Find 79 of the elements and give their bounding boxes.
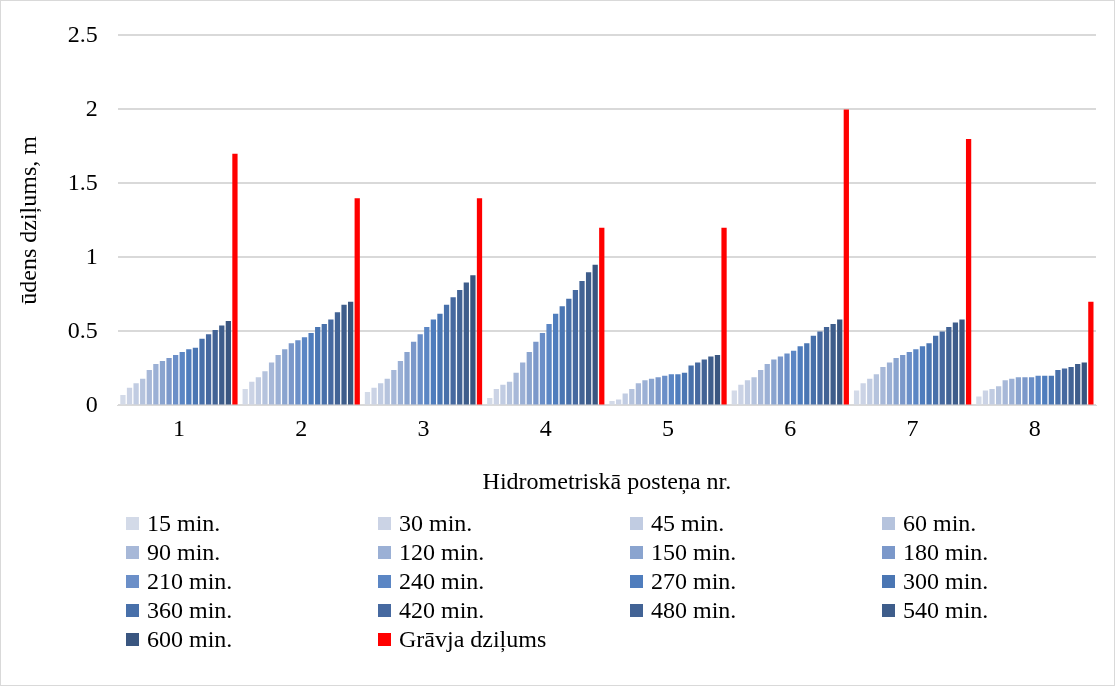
bar	[599, 227, 605, 405]
bar	[354, 198, 360, 405]
bar	[533, 341, 539, 405]
bar	[476, 198, 483, 405]
y-tick-label: 2	[85, 94, 98, 121]
bar	[1015, 377, 1022, 405]
bar	[173, 355, 179, 405]
y-tick-label: 0	[85, 390, 98, 417]
legend-label: 30 min.	[399, 509, 473, 537]
bar	[784, 353, 790, 405]
bar	[275, 355, 281, 405]
bar	[526, 352, 532, 405]
bar	[662, 375, 668, 405]
x-tick-label: 4	[539, 415, 552, 442]
bar	[758, 369, 764, 405]
legend-label: 420 min.	[399, 596, 485, 624]
bar	[873, 374, 879, 405]
legend-label: 540 min.	[903, 596, 989, 624]
bar	[1081, 362, 1087, 405]
bar	[906, 352, 912, 405]
bar	[282, 349, 288, 405]
y-tick-label: 1.5	[67, 168, 98, 195]
bar	[790, 350, 797, 405]
x-tick-label: 6	[784, 415, 797, 442]
bar	[225, 321, 231, 405]
x-axis-title: Hidrometriskā posteņa nr.	[482, 467, 732, 495]
y-tick-label: 1	[85, 242, 98, 269]
bar	[391, 369, 397, 405]
bar	[397, 361, 404, 405]
legend-label: 45 min.	[651, 509, 725, 537]
bar	[648, 378, 655, 405]
bar	[424, 326, 430, 405]
legend-label: 60 min.	[903, 509, 977, 537]
bar	[159, 361, 166, 405]
bar	[893, 358, 899, 405]
bar	[900, 355, 906, 405]
bar	[384, 378, 390, 405]
bar	[1022, 377, 1028, 405]
x-tick-label: 1	[172, 415, 185, 442]
bar	[539, 332, 546, 405]
legend-label: 240 min.	[399, 567, 485, 595]
bar	[295, 340, 301, 405]
x-tick-label: 7	[906, 415, 919, 442]
bar	[764, 363, 770, 405]
bar	[771, 359, 777, 405]
legend-label: 15 min.	[147, 509, 221, 537]
bar	[268, 362, 275, 405]
legend-label: 360 min.	[147, 596, 233, 624]
bar	[655, 377, 661, 405]
bar	[232, 153, 238, 405]
bar	[965, 139, 972, 405]
legend-label: 300 min.	[903, 567, 989, 595]
bar	[417, 334, 423, 405]
bar	[1088, 301, 1094, 405]
bar	[404, 352, 410, 405]
legend-label: 120 min.	[399, 538, 485, 566]
legend-label: Grāvja dziļums	[399, 625, 547, 653]
y-tick-label: 0.5	[67, 316, 98, 343]
bar	[288, 343, 294, 405]
legend-label: 150 min.	[651, 538, 737, 566]
bar	[777, 356, 784, 405]
x-tick-label: 2	[295, 415, 308, 442]
legend-label: 480 min.	[651, 596, 737, 624]
x-tick-label: 5	[662, 415, 675, 442]
bar	[410, 341, 417, 405]
legend-label: 600 min.	[147, 625, 233, 653]
bar	[721, 227, 727, 405]
bar	[592, 264, 598, 405]
bar	[843, 109, 849, 405]
legend-label: 180 min.	[903, 538, 989, 566]
legend-label: 270 min.	[651, 567, 737, 595]
bar	[1028, 377, 1035, 405]
y-axis-title: ūdens dziļums, m	[14, 135, 42, 305]
bar	[166, 358, 172, 405]
x-tick-label: 8	[1028, 415, 1041, 442]
y-tick-label: 2.5	[67, 20, 98, 47]
legend-label: 90 min.	[147, 538, 221, 566]
x-tick-label: 3	[417, 415, 430, 442]
legend-label: 210 min.	[147, 567, 233, 595]
